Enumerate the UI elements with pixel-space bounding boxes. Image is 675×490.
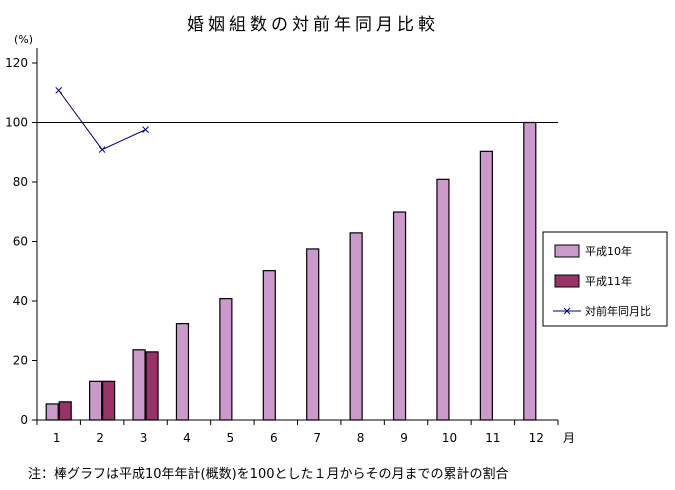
x-tick-label: 5 [227,431,235,445]
y-tick-label: 120 [5,56,28,70]
x-tick-label: 10 [442,431,457,445]
ratio-marker-month-3 [142,126,149,133]
legend-label-1: 平成11年 [585,274,632,288]
bar-h11-month-2 [102,380,116,421]
x-axis-label: 月 [563,431,575,445]
bar-h10-month-10 [436,178,450,421]
y-tick-label: 80 [13,175,28,189]
y-axis-label: (%) [14,33,33,46]
x-tick-label: 9 [400,431,408,445]
bar-h10-month-8 [349,232,363,421]
legend-swatch-1 [554,274,580,288]
bar-h10-month-12 [523,121,537,421]
legend-label-2: 対前年同月比 [585,304,651,318]
bar-h10-month-1 [45,403,59,421]
x-tick-label: 11 [485,431,500,445]
ratio-marker-month-2 [98,146,106,153]
y-tick-label: 0 [20,413,28,427]
y-tick-label: 40 [13,294,28,308]
x-tick-label: 12 [529,431,544,445]
bar-h10-month-2 [89,380,103,421]
x-tick-label: 2 [96,431,104,445]
footnote: 注：棒グラフは平成10年年計(概数)を100とした１月からその月までの累計の割合 [28,466,509,482]
y-tick-label: 20 [13,354,28,368]
legend-label-0: 平成10年 [585,244,632,258]
chart-title: 婚姻組数の対前年同月比較 [187,15,439,35]
x-tick-label: 7 [313,431,321,445]
bar-h10-month-3 [132,349,146,421]
ratio-marker-month-1 [55,87,63,94]
x-tick-label: 6 [270,431,278,445]
bar-h10-month-4 [175,323,190,421]
bar-h11-month-1 [58,401,72,421]
bar-h10-month-11 [479,150,493,421]
ratio-line [58,90,146,151]
x-tick-label: 1 [53,431,61,445]
x-tick-label: 8 [357,431,365,445]
x-tick-label: 3 [140,431,148,445]
x-tick-label: 4 [183,431,191,445]
y-tick-label: 60 [13,235,28,249]
bar-h10-month-7 [306,248,320,421]
y-tick-label: 100 [5,116,28,130]
bar-h10-month-9 [392,211,407,421]
bar-h10-month-6 [262,270,276,421]
bar-h11-month-3 [145,351,159,421]
legend-x-marker-icon [563,307,571,315]
legend-swatch-0 [554,244,580,258]
bar-h10-month-5 [219,298,233,421]
